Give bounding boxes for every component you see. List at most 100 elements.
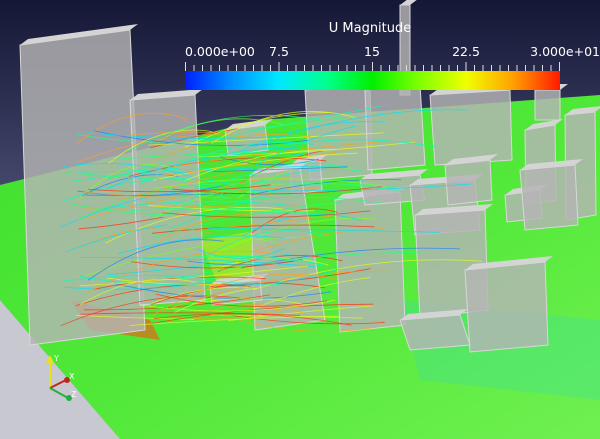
streamline [195, 304, 306, 317]
streamline [102, 201, 293, 210]
streamline [152, 152, 359, 181]
axis-label-z: Z [71, 390, 77, 399]
streamline [175, 183, 394, 199]
y-axis-head [46, 355, 54, 363]
streamline [241, 214, 362, 237]
streamline [195, 147, 308, 165]
streamline [213, 256, 325, 266]
streamline [105, 206, 284, 244]
streamline [243, 139, 437, 154]
building-roof [465, 256, 553, 270]
building [519, 164, 579, 231]
building-roof [20, 24, 138, 45]
building [429, 89, 513, 166]
streamline [191, 298, 309, 306]
streamline [197, 248, 285, 259]
streamline [75, 314, 195, 320]
colorbar-label-22-5: 22.5 [452, 44, 480, 59]
colorbar-label-max: 3.000e+01 [530, 44, 600, 59]
building-roof [520, 159, 583, 170]
streamline [172, 186, 382, 195]
streamline [253, 277, 371, 310]
streamline [213, 215, 332, 230]
streamline [79, 275, 204, 285]
streamline [194, 185, 302, 196]
axis-label-y: Y [54, 354, 59, 363]
streamline [65, 224, 168, 253]
building-roof [400, 309, 468, 320]
streamline [217, 255, 343, 272]
streamline [129, 315, 340, 326]
streamline [219, 156, 320, 166]
building-roof [565, 106, 600, 115]
streamline [108, 129, 213, 164]
x-axis-arrow [49, 379, 67, 389]
axis-label-x: X [69, 372, 75, 381]
streamline [217, 312, 385, 325]
streamline [219, 169, 362, 199]
building-roof [400, 0, 417, 5]
streamline [155, 293, 328, 307]
streamline [173, 287, 258, 314]
streamline [85, 236, 302, 277]
streamline [254, 109, 467, 147]
streamline [180, 196, 383, 211]
building-roof [525, 119, 563, 130]
streamline [79, 265, 308, 287]
colorbar[interactable] [185, 71, 560, 90]
streamline [212, 166, 348, 173]
streamline [70, 203, 226, 216]
orientation-axes [46, 355, 72, 401]
streamline [249, 183, 472, 192]
streamline [60, 295, 241, 327]
streamline [203, 230, 327, 259]
streamline [184, 149, 336, 182]
streamline [153, 313, 352, 326]
building [464, 261, 549, 353]
streamline [249, 105, 381, 131]
streamline [79, 256, 316, 267]
streamline [105, 152, 313, 190]
streamline [253, 259, 483, 291]
x-axis-head [64, 377, 70, 383]
streamline [78, 183, 220, 220]
building-roof [415, 204, 493, 215]
building [399, 314, 471, 351]
building-roof [250, 162, 308, 175]
colorbar-label-7-5: 7.5 [269, 44, 289, 59]
streamline [151, 156, 269, 177]
streamline [80, 312, 301, 316]
z-axis-arrow [49, 387, 69, 399]
colorbar-label-min: 0.000e+00 [185, 44, 255, 59]
streamline [198, 141, 416, 158]
streamline [75, 283, 251, 307]
streamline [131, 207, 317, 215]
streamline [117, 235, 286, 255]
streamline [87, 239, 224, 281]
streamline [78, 216, 164, 230]
streamline [80, 278, 197, 306]
streamline [153, 178, 387, 189]
streamline [154, 201, 343, 238]
streamline [127, 114, 319, 152]
streamline [191, 116, 352, 146]
building-roof [445, 154, 498, 165]
streamline [158, 118, 284, 141]
streamline [252, 228, 386, 253]
streamlines [59, 105, 483, 332]
colorbar-ticks [185, 62, 560, 71]
streamline [226, 146, 362, 167]
streamline [59, 187, 214, 228]
streamline [221, 268, 339, 285]
streamline [76, 112, 187, 144]
streamline [93, 130, 309, 146]
streamline [151, 303, 374, 324]
streamline [217, 181, 404, 193]
building-roof [130, 89, 203, 100]
streamline [251, 208, 338, 234]
streamline [149, 128, 238, 149]
colorbar-label-15: 15 [364, 44, 380, 59]
z-axis-head [66, 395, 72, 401]
streamline [175, 255, 325, 265]
streamline [109, 152, 267, 161]
